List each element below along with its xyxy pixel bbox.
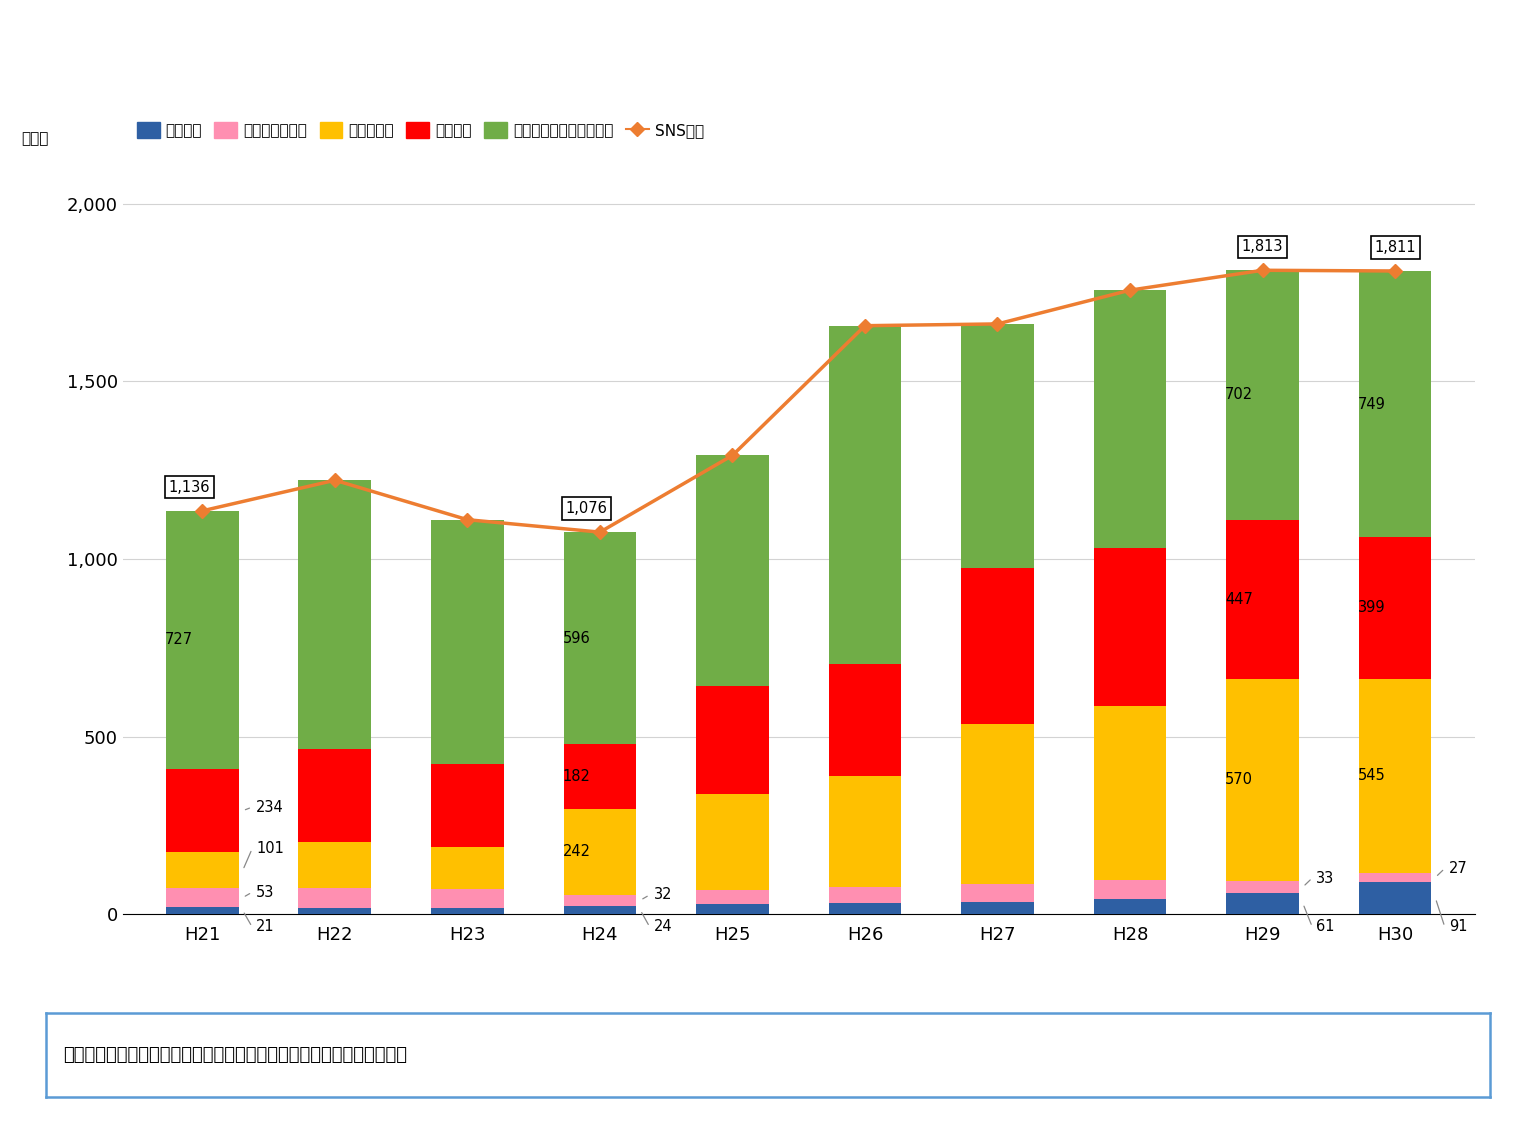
Bar <box>1359 537 1432 679</box>
Text: 702: 702 <box>1226 387 1253 403</box>
Bar <box>1226 881 1299 893</box>
Text: 1,813: 1,813 <box>1241 239 1283 255</box>
Bar <box>1226 893 1299 914</box>
Bar <box>1094 880 1166 899</box>
Text: 91: 91 <box>1448 919 1467 935</box>
SNS合計 <box>326 473 344 487</box>
Text: 182: 182 <box>562 769 591 784</box>
Text: 242: 242 <box>562 844 591 859</box>
Line: SNS合計: SNS合計 <box>198 266 1399 537</box>
Text: 53: 53 <box>257 885 275 900</box>
SNS合計 <box>723 449 742 462</box>
Text: 61: 61 <box>1316 919 1335 935</box>
Text: 24: 24 <box>654 919 673 935</box>
Legend: 重要犯罪, 児童福祉法違反, 児童ポルノ, 児童買春, 青少年保護育成条例違反, SNS合計: 重要犯罪, 児童福祉法違反, 児童ポルノ, 児童買春, 青少年保護育成条例違反,… <box>131 117 710 145</box>
SNS合計 <box>1253 264 1272 277</box>
Text: 101: 101 <box>257 842 284 856</box>
Bar <box>828 776 902 888</box>
Bar <box>696 793 770 890</box>
Bar <box>828 888 902 903</box>
Text: 749: 749 <box>1358 396 1385 412</box>
Bar <box>298 889 372 908</box>
Bar <box>564 744 636 809</box>
Bar <box>828 903 902 914</box>
SNS合計 <box>1121 284 1140 297</box>
Text: 21: 21 <box>257 919 275 935</box>
Bar <box>962 883 1034 902</box>
Bar <box>696 890 770 904</box>
Bar <box>828 325 902 663</box>
Bar <box>564 894 636 905</box>
Bar <box>1226 679 1299 881</box>
Text: 234: 234 <box>257 800 284 815</box>
Bar <box>432 764 504 847</box>
SNS合計 <box>1385 265 1404 278</box>
Bar <box>298 843 372 889</box>
Bar <box>166 511 238 769</box>
Bar <box>432 847 504 890</box>
Bar <box>564 809 636 894</box>
Bar <box>298 480 372 749</box>
Text: 596: 596 <box>562 631 591 645</box>
Text: 545: 545 <box>1358 769 1385 783</box>
Bar <box>962 324 1034 569</box>
Bar <box>1359 873 1432 882</box>
Bar <box>962 569 1034 725</box>
Text: 近年増加傾向にあったＳＮＳに起因する被害児童数は前年比で横ばい。: 近年増加傾向にあったＳＮＳに起因する被害児童数は前年比で横ばい。 <box>63 1046 407 1065</box>
Bar <box>166 853 238 889</box>
SNS合計 <box>856 319 874 332</box>
Text: 1,076: 1,076 <box>565 502 608 516</box>
Bar <box>962 902 1034 914</box>
Bar <box>1094 706 1166 880</box>
Text: 570: 570 <box>1226 772 1253 788</box>
Text: 32: 32 <box>654 888 673 902</box>
Bar <box>432 519 504 764</box>
SNS合計 <box>458 513 476 526</box>
Bar <box>166 769 238 853</box>
Text: 399: 399 <box>1358 600 1385 616</box>
Bar <box>166 889 238 907</box>
Text: 27: 27 <box>1448 861 1467 876</box>
Bar <box>298 749 372 843</box>
Text: （人）: （人） <box>22 131 49 146</box>
SNS合計 <box>988 318 1006 331</box>
Bar <box>432 908 504 914</box>
Bar <box>1359 272 1432 537</box>
Text: 1,811: 1,811 <box>1375 240 1416 255</box>
Bar <box>564 905 636 914</box>
Bar <box>1359 679 1432 873</box>
Text: 727: 727 <box>164 633 194 647</box>
Bar <box>166 907 238 914</box>
Text: 1,136: 1,136 <box>169 480 210 495</box>
Text: 447: 447 <box>1226 591 1253 607</box>
Bar <box>1094 291 1166 549</box>
Bar <box>696 686 770 793</box>
Text: 33: 33 <box>1316 871 1335 885</box>
SNS合計 <box>194 504 212 517</box>
Bar <box>696 904 770 914</box>
Bar <box>1094 899 1166 914</box>
Bar <box>432 890 504 908</box>
Bar <box>962 725 1034 883</box>
SNS合計 <box>591 525 610 539</box>
Bar <box>1226 270 1299 519</box>
Bar <box>298 908 372 914</box>
Text: 【SNS】 罪種別の被害児童数の推移: 【SNS】 罪種別の被害児童数の推移 <box>607 58 929 85</box>
Bar <box>1226 519 1299 679</box>
Bar <box>564 532 636 744</box>
Bar <box>1359 882 1432 914</box>
Bar <box>696 456 770 686</box>
Bar <box>828 663 902 776</box>
Bar <box>1094 549 1166 706</box>
